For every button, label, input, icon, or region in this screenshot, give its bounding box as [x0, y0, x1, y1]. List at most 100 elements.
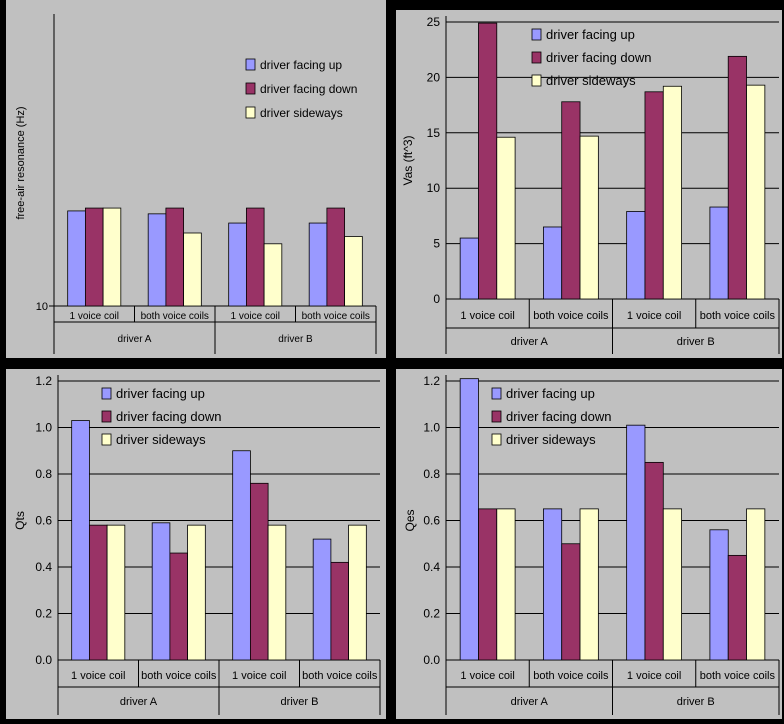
x-group-label: driver B	[677, 336, 715, 348]
bar	[727, 55, 747, 300]
bar	[326, 207, 346, 307]
x-group-label: driver B	[281, 696, 319, 708]
bar	[84, 207, 104, 307]
resonance-chart: 10 free-air resonance (Hz) 1 voice coil bot…	[15, 14, 377, 354]
bar	[267, 524, 287, 661]
bar	[709, 206, 729, 300]
bar	[169, 552, 189, 661]
x-tick-label: both voice coils	[533, 310, 609, 322]
bar	[543, 508, 563, 661]
y-tick-label: 0.0	[423, 653, 440, 667]
legend-label: driver facing up	[260, 58, 342, 72]
bar	[102, 207, 122, 307]
bar	[626, 424, 646, 661]
bar	[662, 85, 682, 300]
bar	[644, 461, 664, 661]
legend-swatch	[491, 387, 502, 400]
x-tick-label: both voice coils	[700, 670, 776, 682]
bar	[626, 211, 646, 300]
bar	[183, 232, 202, 307]
x-group-label: driver B	[677, 696, 715, 708]
bar	[330, 561, 350, 661]
bar	[459, 237, 479, 300]
x-group-label: driver A	[511, 696, 549, 708]
x-tick-label: both voice coils	[141, 311, 209, 322]
bar	[165, 207, 185, 307]
vas-chart-panel: 0 5 10 15 20 25 Vas (ft^3) 1 voice coil both voi…	[396, 10, 782, 358]
bar	[106, 524, 126, 661]
bar	[543, 226, 563, 300]
legend-label: driver sideways	[260, 106, 343, 120]
y-tick-label: 0.4	[423, 560, 440, 574]
x-group-label: driver A	[120, 696, 158, 708]
bar	[228, 222, 247, 307]
bar	[459, 378, 479, 661]
legend-swatch	[531, 51, 542, 64]
bar	[709, 529, 729, 661]
resonance-chart-panel: 10 free-air resonance (Hz) 1 voice coil bot…	[6, 0, 386, 358]
legend-swatch	[531, 28, 542, 41]
legend-swatch	[245, 106, 256, 119]
legend-swatch	[101, 410, 112, 423]
y-tick-label: 1.0	[423, 421, 440, 435]
bar	[478, 22, 498, 300]
bar	[245, 207, 265, 307]
bar	[67, 210, 86, 307]
legend-swatch	[101, 387, 112, 400]
x-group-label: driver A	[511, 336, 549, 348]
bar	[147, 213, 167, 307]
y-tick-label: 1.2	[35, 374, 52, 388]
y-tick-label: 0.2	[35, 607, 52, 621]
y-tick-label: 20	[427, 70, 441, 84]
legend-label: driver facing up	[506, 386, 595, 401]
bar	[312, 538, 332, 661]
y-tick-label: 0.0	[35, 653, 52, 667]
y-tick-label: 10	[36, 301, 48, 313]
x-tick-label: both voice coils	[700, 310, 776, 322]
x-tick-label: 1 voice coil	[231, 311, 280, 322]
legend-swatch	[245, 82, 256, 95]
x-tick-label: 1 voice coil	[627, 670, 681, 682]
x-group-label: driver B	[278, 334, 313, 345]
qts-chart-panel: 0.0 0.2 0.4 0.6 0.8 1.0 1.2 Qts 1 voice coil both…	[6, 369, 386, 719]
bar	[746, 508, 766, 661]
legend-label: driver facing down	[546, 50, 652, 65]
y-tick-label: 0.6	[35, 514, 52, 528]
legend-label: driver facing down	[506, 409, 612, 424]
bar	[478, 508, 498, 661]
y-tick-label: 0.4	[35, 560, 52, 574]
bar	[344, 236, 363, 307]
y-tick-label: 0	[433, 292, 440, 306]
y-tick-label: 0.8	[423, 467, 440, 481]
bar	[151, 522, 171, 661]
x-tick-label: 1 voice coil	[460, 670, 514, 682]
y-axis-label: Vas (ft^3)	[401, 135, 415, 185]
legend-label: driver facing down	[260, 82, 357, 96]
x-tick-label: 1 voice coil	[71, 670, 125, 682]
legend-label: driver facing up	[116, 386, 205, 401]
bar	[644, 91, 664, 300]
vas-chart: 0 5 10 15 20 25 Vas (ft^3) 1 voice coil both voi…	[401, 15, 780, 354]
bar	[746, 84, 766, 300]
bar	[249, 482, 269, 661]
qes-chart: 0.0 0.2 0.4 0.6 0.8 1.0 1.2 Qes 1 voice coil both…	[403, 374, 780, 715]
bar	[348, 524, 367, 661]
bar	[88, 524, 108, 661]
y-axis-label: Qes	[403, 509, 417, 531]
y-tick-label: 0.8	[35, 467, 52, 481]
legend-swatch	[491, 433, 502, 446]
bar	[662, 508, 682, 661]
y-tick-label: 10	[427, 181, 441, 195]
x-tick-label: both voice coils	[302, 670, 378, 682]
y-axis-label: free-air resonance (Hz)	[15, 106, 27, 219]
x-tick-label: 1 voice coil	[460, 310, 514, 322]
x-tick-label: 1 voice coil	[627, 310, 681, 322]
x-tick-label: both voice coils	[302, 311, 370, 322]
legend-swatch	[491, 410, 502, 423]
bar	[496, 508, 516, 661]
x-group-label: driver A	[118, 334, 152, 345]
x-tick-label: 1 voice coil	[232, 670, 286, 682]
bar	[579, 508, 599, 661]
y-tick-label: 1.0	[35, 421, 52, 435]
bar	[727, 554, 747, 661]
